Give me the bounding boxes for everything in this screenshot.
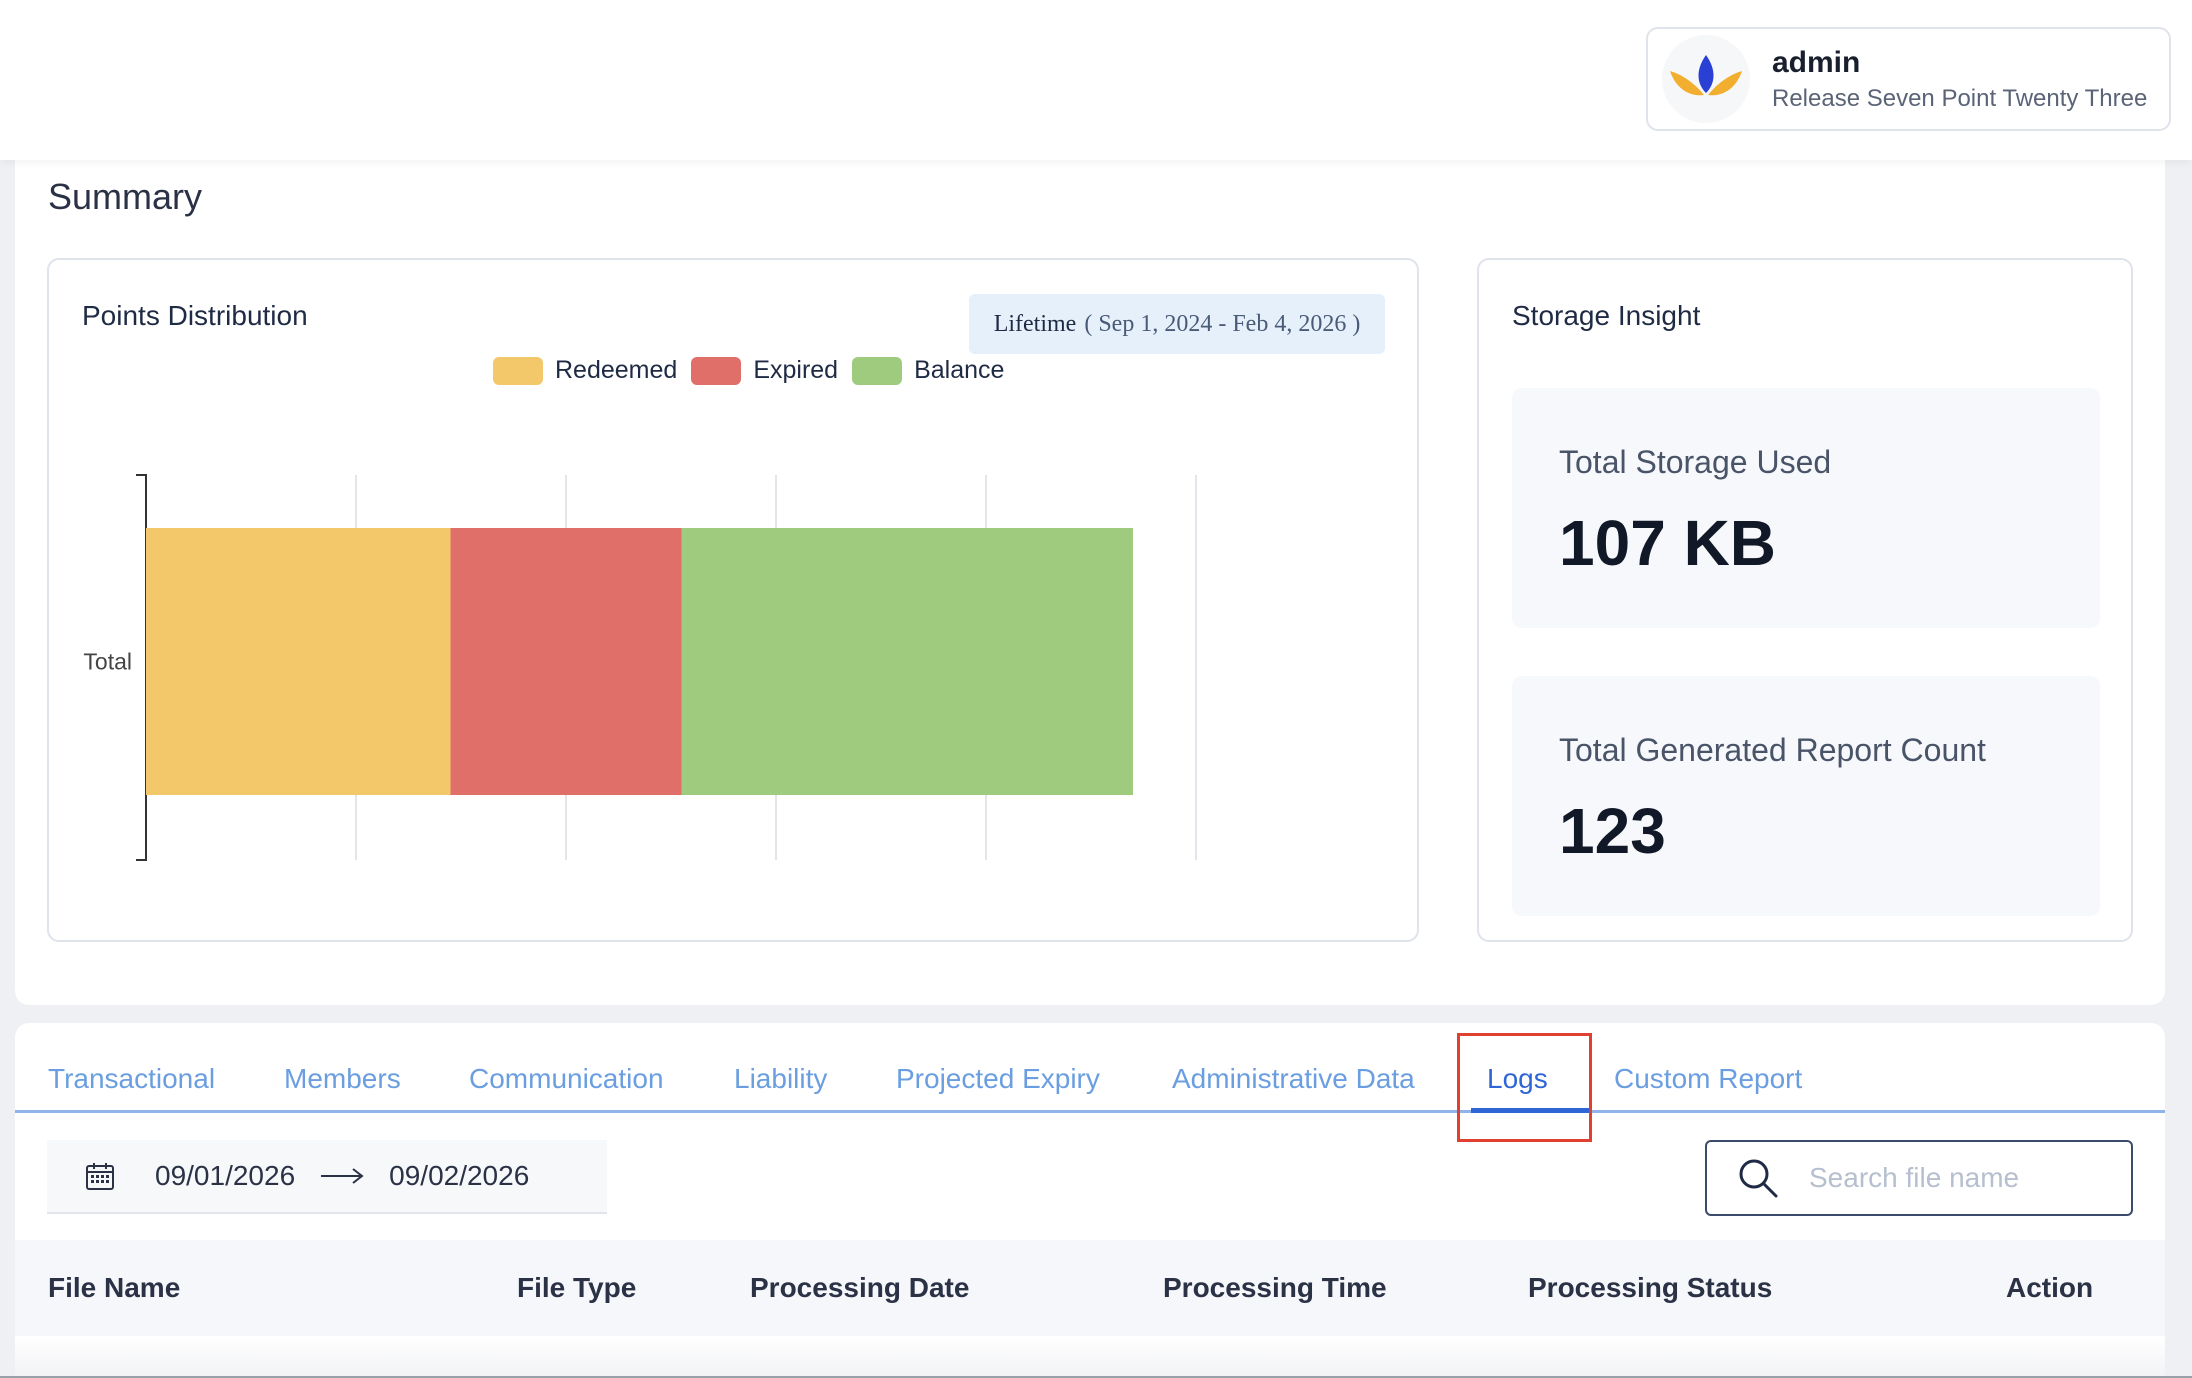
- summary-panel: Summary Total Points Distribution Lifeti…: [15, 150, 2165, 1005]
- column-header-processing-status[interactable]: Processing Status: [1528, 1272, 1773, 1303]
- tab-logs[interactable]: Logs: [1487, 1063, 1548, 1094]
- storage-insight-title: Storage Insight: [1512, 300, 1701, 331]
- legend-swatch: [691, 356, 742, 385]
- legend-item-balance[interactable]: Balance: [852, 356, 1004, 385]
- legend-swatch: [493, 356, 543, 385]
- storage-insight-card: Storage Insight Total Storage Used 107 K…: [1477, 258, 2133, 942]
- chart-legend: Redeemed Expired Balance: [493, 356, 1018, 385]
- column-header-action[interactable]: Action: [2006, 1272, 2094, 1303]
- date-range-picker[interactable]: 09/01/2026 09/02/2026: [47, 1140, 607, 1214]
- points-distribution-title: Points Distribution: [82, 300, 308, 331]
- tab-transactional[interactable]: Transactional: [48, 1063, 216, 1094]
- summary-title: Summary: [48, 176, 203, 217]
- table-row: [15, 1336, 2165, 1378]
- tab-administrative-data[interactable]: Administrative Data: [1172, 1063, 1415, 1094]
- bar-redeemed: [146, 528, 451, 795]
- stat-label: Total Generated Report Count: [1559, 732, 1986, 768]
- user-profile-card[interactable]: admin Release Seven Point Twenty Three: [1646, 27, 2171, 131]
- legend-swatch: [852, 356, 903, 385]
- points-distribution-chart: Total: [83, 474, 1197, 861]
- total-report-count-box: Total Generated Report Count 123: [1512, 676, 2100, 916]
- column-header-file-type[interactable]: File Type: [517, 1272, 637, 1303]
- stat-value: 123: [1559, 795, 1666, 867]
- search-icon[interactable]: [1737, 1157, 1779, 1199]
- stat-value: 107 KB: [1559, 507, 1776, 579]
- table-header: File Name File Type Processing Date Proc…: [15, 1240, 2165, 1336]
- search-input[interactable]: [1809, 1162, 2109, 1194]
- search-box[interactable]: [1705, 1140, 2133, 1216]
- y-axis: [136, 474, 147, 861]
- lotus-logo-icon: [1662, 35, 1750, 123]
- category-label: Total: [83, 649, 132, 675]
- bar-balance: [681, 528, 1133, 795]
- tab-custom-report[interactable]: Custom Report: [1614, 1063, 1803, 1094]
- legend-item-redeemed[interactable]: Redeemed: [493, 356, 677, 385]
- legend-label: Redeemed: [555, 356, 678, 384]
- active-tab-indicator: [1471, 1108, 1591, 1113]
- lifetime-label: Lifetime: [993, 310, 1077, 337]
- column-header-processing-date[interactable]: Processing Date: [750, 1272, 970, 1303]
- report-tabs: Transactional Members Communication Liab…: [15, 1023, 2165, 1113]
- legend-label: Balance: [914, 356, 1005, 384]
- date-to[interactable]: 09/02/2026: [389, 1160, 530, 1191]
- calendar-icon[interactable]: [85, 1161, 115, 1191]
- reports-panel: Transactional Members Communication Liab…: [15, 1023, 2165, 1378]
- tab-projected-expiry[interactable]: Projected Expiry: [896, 1063, 1100, 1094]
- logs-tab-highlight: [1457, 1033, 1592, 1142]
- legend-label: Expired: [753, 356, 839, 384]
- tab-liability[interactable]: Liability: [734, 1063, 828, 1094]
- total-storage-used-box: Total Storage Used 107 KB: [1512, 388, 2100, 628]
- bar-expired: [450, 528, 682, 795]
- date-from[interactable]: 09/01/2026: [155, 1160, 296, 1191]
- legend-item-expired[interactable]: Expired: [691, 356, 838, 385]
- lifetime-range: ( Sep 1, 2024 - Feb 4, 2026 ): [1084, 310, 1361, 337]
- tab-members[interactable]: Members: [284, 1063, 401, 1094]
- arrow-right-icon: [319, 1166, 365, 1186]
- column-header-file-name[interactable]: File Name: [48, 1272, 181, 1303]
- points-distribution-card: Total Points Distribution Lifetime ( Sep…: [47, 258, 1419, 942]
- bottom-divider: [0, 1376, 2192, 1378]
- stat-label: Total Storage Used: [1559, 444, 1832, 480]
- column-header-processing-time[interactable]: Processing Time: [1163, 1272, 1387, 1303]
- release-name: Release Seven Point Twenty Three: [1772, 85, 2148, 112]
- tab-communication[interactable]: Communication: [469, 1063, 664, 1094]
- lifetime-badge[interactable]: Lifetime ( Sep 1, 2024 - Feb 4, 2026 ): [969, 294, 1385, 354]
- top-bar: admin Release Seven Point Twenty Three: [0, 0, 2192, 160]
- user-name: admin: [1772, 46, 1861, 79]
